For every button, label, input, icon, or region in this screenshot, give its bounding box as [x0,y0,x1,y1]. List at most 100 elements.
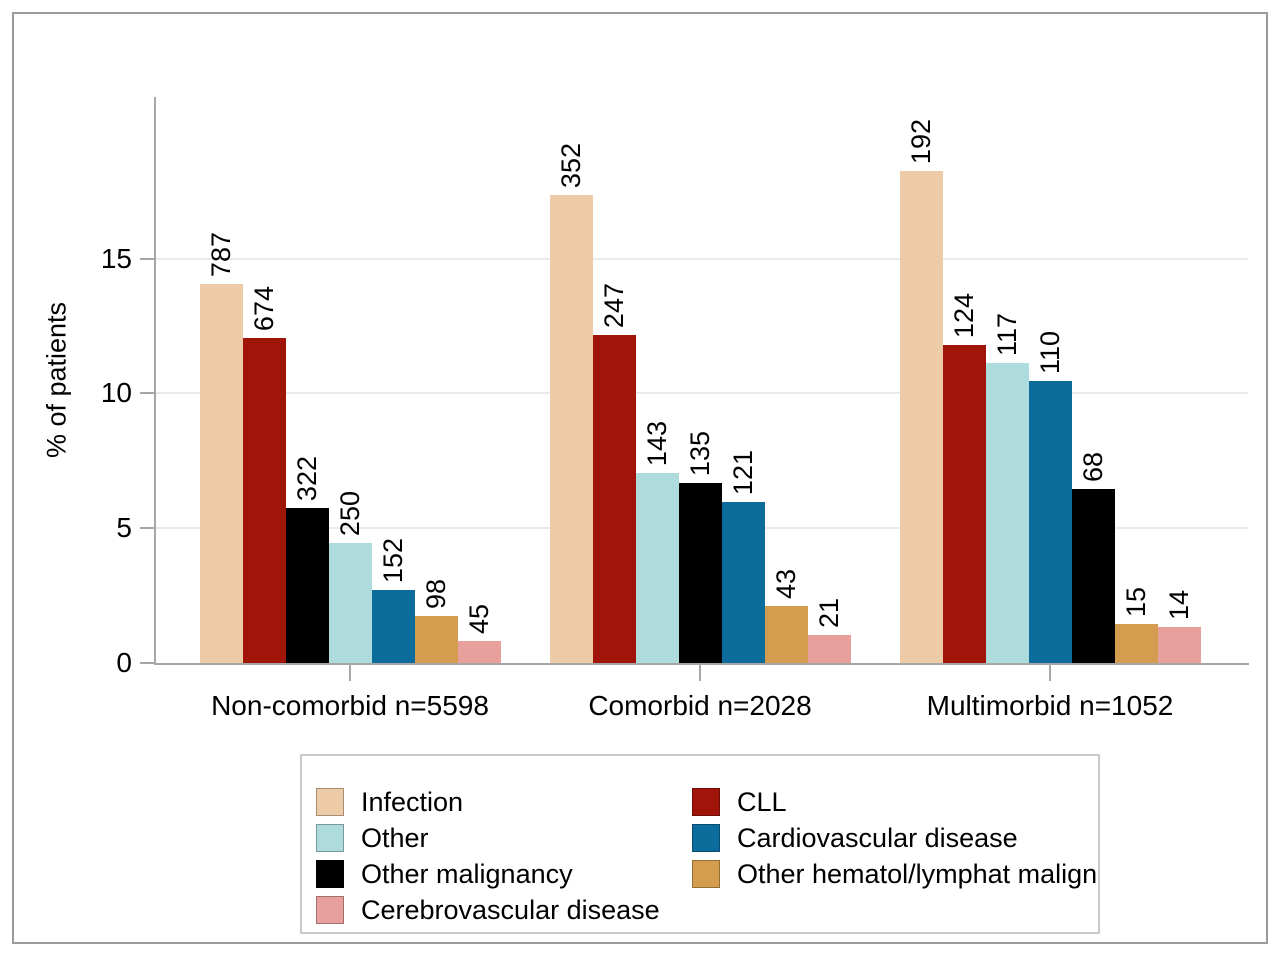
figure-border [12,12,1268,944]
bar-value-label: 21 [813,597,844,628]
bar-value-label: 110 [1034,330,1065,374]
x-axis-line [154,663,1249,665]
y-tick [140,662,154,664]
legend-label: CLL [737,787,787,817]
legend-label: Other malignancy [361,859,573,889]
bar-cell: 98 [414,97,458,663]
legend-item: Other malignancy [316,860,692,888]
legend-label: Infection [361,787,464,817]
y-tick [140,392,154,395]
bar-value-label: 247 [598,282,629,328]
bar-cll [592,335,636,663]
bar-cardiovascular-disease [1028,381,1072,663]
bar-other-malignancy [285,508,329,663]
bar-other [985,363,1029,663]
bar-cell: 352 [549,97,593,663]
bar-cell: 152 [371,97,415,663]
y-tick [140,527,154,530]
y-tick-label: 5 [116,512,132,544]
bar-cll [942,345,986,663]
legend-item: Other [316,824,692,852]
bar-cardiovascular-disease [371,590,415,663]
bar-group: 787 674 322 250 152 98 45 [199,97,501,663]
bar-other-hematol-lymphat-malign [1114,624,1158,663]
bar-cll [242,338,286,663]
gridline [156,392,1248,395]
bar-cell: 143 [635,97,679,663]
legend-label: Cerebrovascular disease [361,895,660,925]
bar-cell: 14 [1157,97,1201,663]
legend-swatch-infection [316,788,344,816]
bar-cell: 135 [678,97,722,663]
y-tick-label: 15 [100,242,132,274]
bar-value-label: 43 [770,568,801,599]
y-tick-label: 10 [100,377,132,409]
x-tick [699,665,701,681]
bar-value-label: 152 [377,537,408,583]
legend-spacer [692,896,1097,924]
bar-value-label: 45 [463,603,494,634]
bar-cell: 15 [1114,97,1158,663]
bar-value-label: 250 [334,490,365,536]
bar-cell: 121 [721,97,765,663]
bar-value-label: 674 [248,285,279,331]
bar-value-label: 135 [684,430,715,476]
bar-infection [549,195,593,663]
legend-item: Cerebrovascular disease [316,896,692,924]
bar-other-hematol-lymphat-malign [414,616,458,663]
legend-swatch-other [316,824,344,852]
bar-other-malignancy [678,483,722,663]
legend-swatch-other-hematol-lymphat-malign [692,860,720,888]
legend-swatch-cll [692,788,720,816]
bar-infection [899,171,943,663]
bar-cell: 68 [1071,97,1115,663]
bar-cell: 250 [328,97,372,663]
bar-value-label: 14 [1163,589,1194,620]
bar-cell: 322 [285,97,329,663]
bar-value-label: 15 [1120,586,1151,617]
legend-swatch-cardiovascular-disease [692,824,720,852]
bar-value-label: 117 [991,312,1022,356]
legend-label: Cardiovascular disease [737,823,1018,853]
bar-cell: 674 [242,97,286,663]
bar-other [635,473,679,663]
bar-cardiovascular-disease [721,502,765,663]
bar-value-label: 98 [420,578,451,609]
y-tick [140,257,154,260]
y-axis-line [154,97,156,665]
legend-item: Cardiovascular disease [692,824,1097,852]
bar-value-label: 124 [948,292,979,338]
x-category-label: Comorbid n=2028 [588,690,812,721]
bar-group: 352 247 143 135 121 43 21 [549,97,851,663]
bar-value-label: 787 [205,231,236,277]
bar-cell: 21 [807,97,851,663]
bar-infection [199,284,243,663]
legend-label: Other hematol/lymphat malign [737,859,1098,889]
bar-value-label: 121 [727,449,758,495]
legend-item: Infection [316,788,692,816]
bar-value-label: 143 [641,420,672,466]
bar-cell: 45 [457,97,501,663]
legend-label: Other [361,823,429,853]
bar-cell: 117 [985,97,1029,663]
x-tick [1049,665,1051,681]
bar-group: 192 124 117 110 68 15 14 [899,97,1201,663]
bar-value-label: 322 [291,455,322,501]
bar-other-malignancy [1071,489,1115,663]
bar-cell: 247 [592,97,636,663]
y-tick-label: 0 [116,647,132,678]
bar-cell: 110 [1028,97,1072,663]
bar-other-hematol-lymphat-malign [764,606,808,663]
bar-value-label: 352 [555,142,586,188]
legend-swatch-other-malignancy [316,860,344,888]
bar-cell: 787 [199,97,243,663]
bar-cerebrovascular-disease [807,635,851,663]
bar-cerebrovascular-disease [1157,627,1201,663]
gridline [156,257,1248,260]
bar-other [328,543,372,663]
bar-cerebrovascular-disease [457,641,501,663]
bar-cell: 43 [764,97,808,663]
x-tick [349,665,351,681]
legend-swatch-cerebrovascular-disease [316,896,344,924]
